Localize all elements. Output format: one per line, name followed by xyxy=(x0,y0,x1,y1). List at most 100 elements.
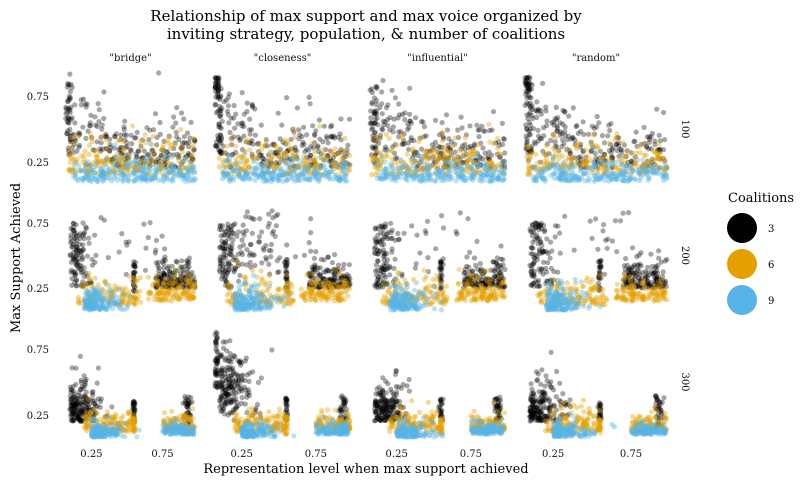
data-point xyxy=(149,141,155,147)
data-point xyxy=(190,143,196,149)
data-point xyxy=(567,178,573,184)
data-point xyxy=(67,109,73,116)
data-point xyxy=(134,168,140,175)
data-point xyxy=(215,94,221,100)
data-point xyxy=(446,149,452,155)
data-point xyxy=(235,259,241,265)
data-point xyxy=(590,145,597,152)
data-point xyxy=(332,162,338,168)
column-strip-label: "closeness" xyxy=(254,53,312,64)
data-point xyxy=(112,164,118,170)
data-point xyxy=(257,216,263,222)
data-point xyxy=(493,259,500,266)
data-point xyxy=(269,154,275,160)
data-point xyxy=(118,166,124,172)
data-point xyxy=(130,164,136,170)
data-point xyxy=(445,154,451,161)
data-point xyxy=(404,172,410,178)
data-point xyxy=(217,137,223,143)
data-point xyxy=(223,172,230,178)
data-point xyxy=(215,76,221,82)
data-point xyxy=(92,147,98,153)
data-point xyxy=(496,274,502,280)
data-point xyxy=(186,152,192,158)
data-point xyxy=(93,160,99,166)
data-point xyxy=(232,221,238,227)
data-point xyxy=(80,178,86,184)
data-point xyxy=(422,172,428,178)
data-point xyxy=(99,133,106,139)
data-point xyxy=(156,70,162,76)
data-point xyxy=(522,102,528,108)
data-point xyxy=(301,252,307,258)
data-point xyxy=(237,171,243,177)
data-point xyxy=(265,224,271,230)
data-point xyxy=(101,115,107,122)
data-point xyxy=(226,120,232,126)
data-point xyxy=(77,231,83,237)
data-point xyxy=(131,159,137,165)
data-point xyxy=(333,267,339,273)
data-point xyxy=(112,168,118,175)
data-point xyxy=(272,149,278,155)
data-point xyxy=(176,165,182,171)
data-point xyxy=(70,220,76,226)
data-point xyxy=(215,90,221,96)
data-point xyxy=(306,94,312,100)
data-point xyxy=(191,163,197,169)
data-point xyxy=(258,152,264,158)
data-point xyxy=(146,136,152,143)
data-point xyxy=(266,211,272,217)
data-point xyxy=(306,147,312,153)
data-point xyxy=(239,90,245,96)
data-point xyxy=(323,157,329,163)
data-point xyxy=(635,157,641,163)
data-point xyxy=(421,124,427,130)
data-point xyxy=(396,101,402,107)
data-point xyxy=(215,136,221,142)
data-point xyxy=(215,108,221,114)
data-point xyxy=(434,159,440,165)
data-point xyxy=(219,150,225,156)
data-point xyxy=(147,140,153,147)
data-point xyxy=(157,166,163,172)
data-point xyxy=(328,149,334,155)
data-point xyxy=(148,289,154,296)
data-point xyxy=(300,139,306,145)
data-point xyxy=(109,178,115,184)
data-point xyxy=(308,161,314,167)
data-point xyxy=(68,169,74,175)
data-point xyxy=(71,161,77,167)
data-point xyxy=(292,156,298,162)
data-point xyxy=(275,149,281,155)
data-point xyxy=(340,159,346,165)
data-point xyxy=(487,151,493,158)
data-point xyxy=(535,169,541,175)
data-point xyxy=(164,171,170,177)
data-point xyxy=(229,136,235,142)
data-point xyxy=(375,160,381,166)
data-point xyxy=(218,111,224,117)
data-point xyxy=(641,124,647,130)
data-point xyxy=(104,154,110,160)
data-point xyxy=(104,137,110,143)
data-point xyxy=(147,155,153,161)
data-point xyxy=(474,238,480,244)
data-point xyxy=(421,267,427,273)
data-point xyxy=(311,157,317,163)
data-point xyxy=(93,252,99,258)
data-point xyxy=(103,146,109,152)
data-point xyxy=(179,258,185,264)
data-point xyxy=(308,248,314,254)
data-point xyxy=(308,280,314,286)
data-point xyxy=(295,162,301,168)
data-point xyxy=(73,138,79,144)
data-point xyxy=(374,84,380,90)
data-point xyxy=(159,297,166,303)
data-point xyxy=(580,119,586,125)
data-point xyxy=(492,164,498,170)
data-point xyxy=(226,91,232,97)
data-point xyxy=(311,159,317,165)
chart-title-line1: Relationship of max support and max voic… xyxy=(150,7,582,25)
